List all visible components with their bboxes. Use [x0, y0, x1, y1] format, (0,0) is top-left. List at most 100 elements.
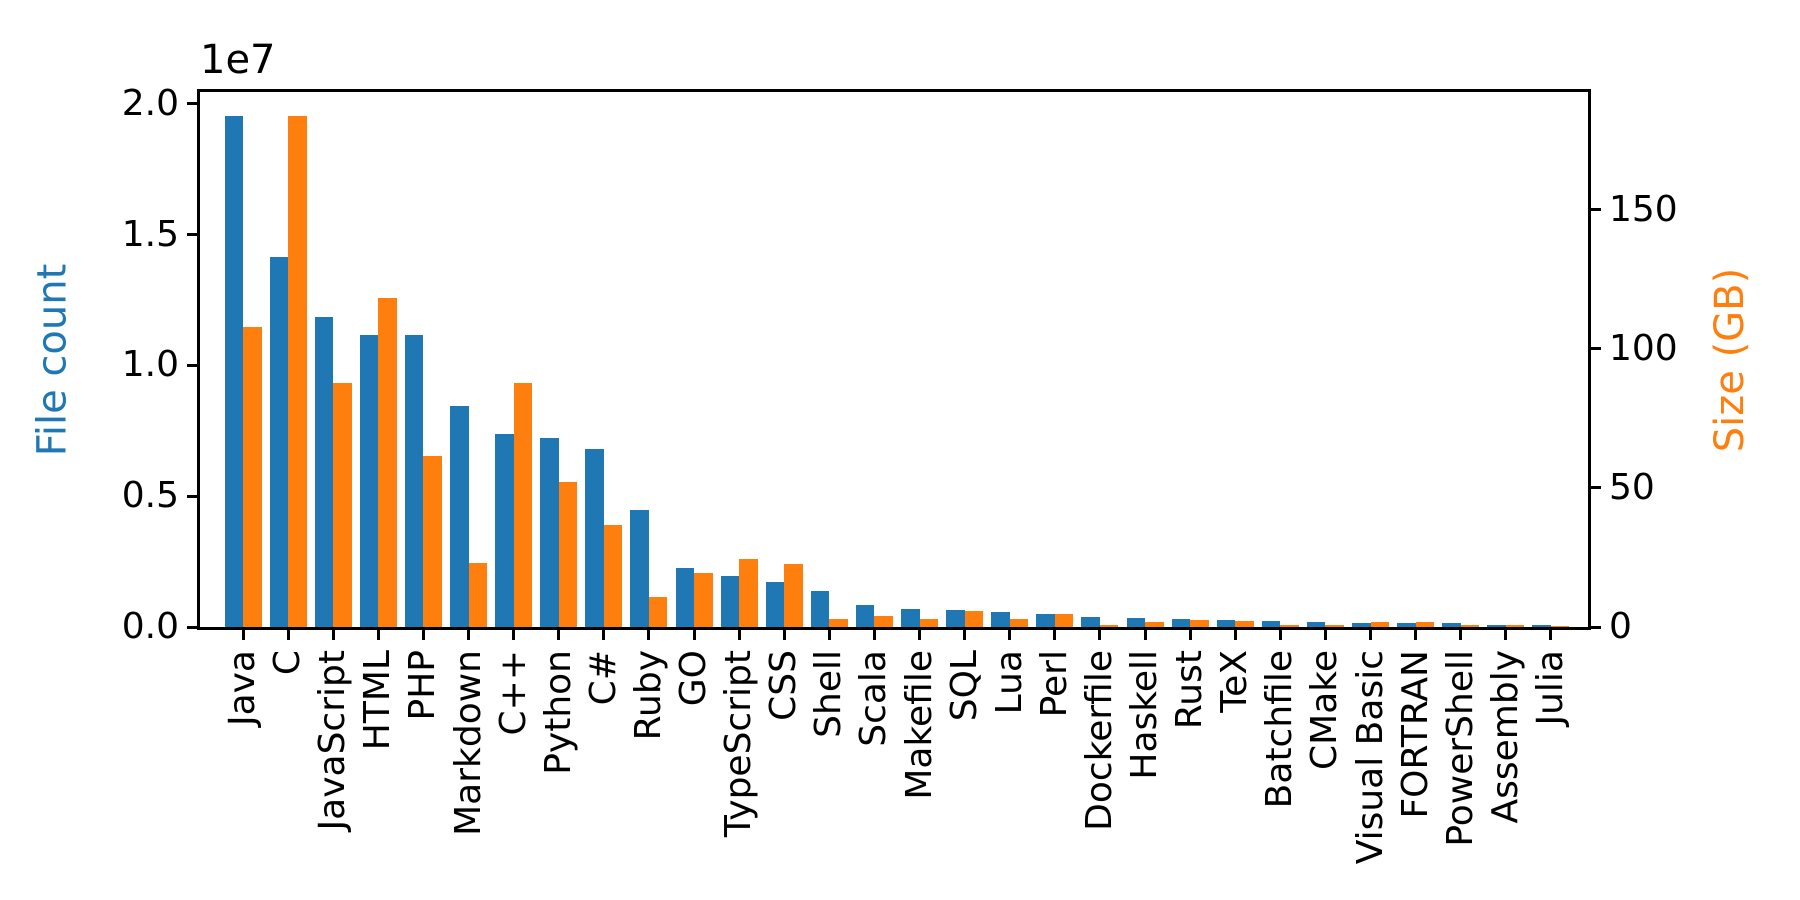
bar-size-gb-C: [288, 115, 307, 627]
bar-size-gb-GO: [694, 573, 713, 627]
left-y-tick-label: 0.5: [121, 475, 179, 517]
bar-size-gb-TypeScript: [739, 558, 758, 627]
y-axis-offset-text: 1e7: [200, 37, 276, 83]
right-y-tick: [1588, 625, 1601, 629]
left-y-tick-label: 0.0: [121, 606, 179, 647]
bar-size-gb-CSS: [784, 563, 803, 627]
bar-file-count-Assembly: [1487, 624, 1506, 627]
right-y-tick-label: 100: [1609, 327, 1678, 369]
left-y-tick: [187, 363, 200, 367]
bar-file-count-Batchfile: [1261, 620, 1281, 627]
bar-size-gb-Shell: [829, 618, 848, 627]
plot-area: [197, 89, 1591, 630]
x-tick-label-C++: C++: [492, 650, 534, 736]
x-tick-label-TeX: TeX: [1214, 650, 1256, 713]
x-tick-label-Python: Python: [537, 650, 579, 775]
bar-file-count-GO: [675, 567, 694, 627]
bar-file-count-PowerShell: [1442, 623, 1461, 627]
left-y-tick-label: 1.5: [121, 213, 179, 255]
bar-file-count-CSS: [765, 581, 785, 627]
x-tick-Markdown: [467, 627, 470, 640]
bar-size-gb-Julia: [1550, 626, 1570, 627]
bar-size-gb-Batchfile: [1280, 625, 1299, 627]
right-y-tick-label: 0: [1609, 606, 1632, 647]
x-tick-label-PHP: PHP: [402, 650, 444, 721]
right-axis-title: Size (GB): [1707, 267, 1754, 452]
x-tick-TeX: [1233, 627, 1237, 640]
x-tick-SQL: [963, 627, 967, 640]
bar-size-gb-PHP: [423, 456, 442, 627]
x-tick-label-Java: Java: [222, 650, 263, 727]
left-y-tick: [187, 625, 200, 629]
bar-file-count-Makefile: [901, 609, 920, 627]
x-tick-C: [286, 627, 290, 640]
bar-size-gb-SQL: [964, 611, 984, 627]
x-tick-Rust: [1188, 627, 1192, 640]
x-tick-C#: [602, 627, 606, 640]
x-tick-label-Dockerfile: Dockerfile: [1078, 650, 1120, 831]
bar-file-count-Scala: [855, 605, 875, 627]
x-tick-FORTRAN: [1414, 627, 1418, 640]
bar-size-gb-Rust: [1190, 619, 1209, 627]
x-tick-label-CMake: CMake: [1304, 650, 1346, 770]
x-tick-label-Lua: Lua: [988, 650, 1030, 715]
left-y-tick-label: 2.0: [121, 82, 179, 124]
x-tick-label-CSS: CSS: [763, 650, 805, 721]
bar-file-count-TypeScript: [720, 576, 740, 627]
x-tick-label-Perl: Perl: [1033, 650, 1075, 718]
x-tick-Perl: [1053, 627, 1057, 640]
x-tick-CMake: [1323, 627, 1327, 640]
bar-size-gb-Assembly: [1505, 624, 1525, 627]
left-y-tick-label: 1.0: [121, 344, 179, 386]
x-tick-label-Julia: Julia: [1529, 650, 1571, 726]
bar-file-count-HTML: [359, 334, 379, 627]
right-y-tick: [1588, 486, 1601, 490]
x-tick-label-Shell: Shell: [808, 650, 850, 738]
x-tick-label-Makefile: Makefile: [898, 650, 940, 800]
bar-file-count-CMake: [1306, 622, 1326, 627]
bar-size-gb-C#: [603, 524, 623, 627]
x-tick-label-HTML: HTML: [357, 650, 399, 751]
bar-file-count-Julia: [1532, 625, 1551, 627]
x-tick-Java: [241, 627, 245, 640]
bar-size-gb-HTML: [378, 298, 397, 627]
bar-file-count-Java: [224, 115, 243, 627]
bar-file-count-C++: [495, 433, 514, 627]
bar-file-count-Python: [540, 437, 559, 627]
x-tick-label-Markdown: Markdown: [447, 650, 489, 836]
x-tick-label-C: C: [267, 650, 309, 676]
x-tick-label-Rust: Rust: [1169, 650, 1211, 730]
bar-size-gb-TeX: [1235, 621, 1254, 627]
x-tick-Dockerfile: [1098, 627, 1102, 640]
x-tick-GO: [692, 627, 696, 640]
bar-size-gb-Python: [558, 482, 578, 627]
x-tick-Ruby: [647, 627, 651, 640]
x-tick-label-Assembly: Assembly: [1484, 650, 1526, 824]
bar-file-count-Dockerfile: [1081, 617, 1100, 627]
x-tick-label-Ruby: Ruby: [627, 650, 669, 741]
x-tick-Makefile: [918, 627, 921, 640]
right-y-tick: [1588, 208, 1601, 212]
x-tick-Julia: [1549, 627, 1553, 640]
x-tick-Lua: [1008, 627, 1012, 640]
x-tick-PHP: [421, 627, 425, 640]
left-y-tick: [187, 233, 200, 237]
bar-size-gb-Scala: [874, 616, 893, 627]
x-tick-CSS: [782, 627, 786, 640]
bar-size-gb-FORTRAN: [1415, 622, 1435, 627]
x-tick-label-SQL: SQL: [943, 650, 985, 722]
bar-size-gb-C++: [513, 382, 533, 627]
bar-file-count-Rust: [1171, 618, 1191, 627]
x-tick-label-FORTRAN: FORTRAN: [1394, 650, 1436, 819]
x-tick-TypeScript: [737, 627, 741, 640]
x-tick-Visual Basic: [1369, 627, 1372, 640]
right-y-tick-label: 50: [1609, 466, 1655, 508]
bar-size-gb-Haskell: [1145, 621, 1164, 627]
bar-file-count-Visual Basic: [1352, 622, 1371, 627]
x-tick-label-JavaScript: JavaScript: [312, 650, 354, 831]
x-tick-JavaScript: [331, 627, 335, 640]
bar-file-count-C#: [585, 448, 604, 627]
x-tick-Python: [557, 627, 561, 640]
bar-file-count-Ruby: [630, 509, 649, 627]
left-y-tick: [187, 102, 200, 106]
